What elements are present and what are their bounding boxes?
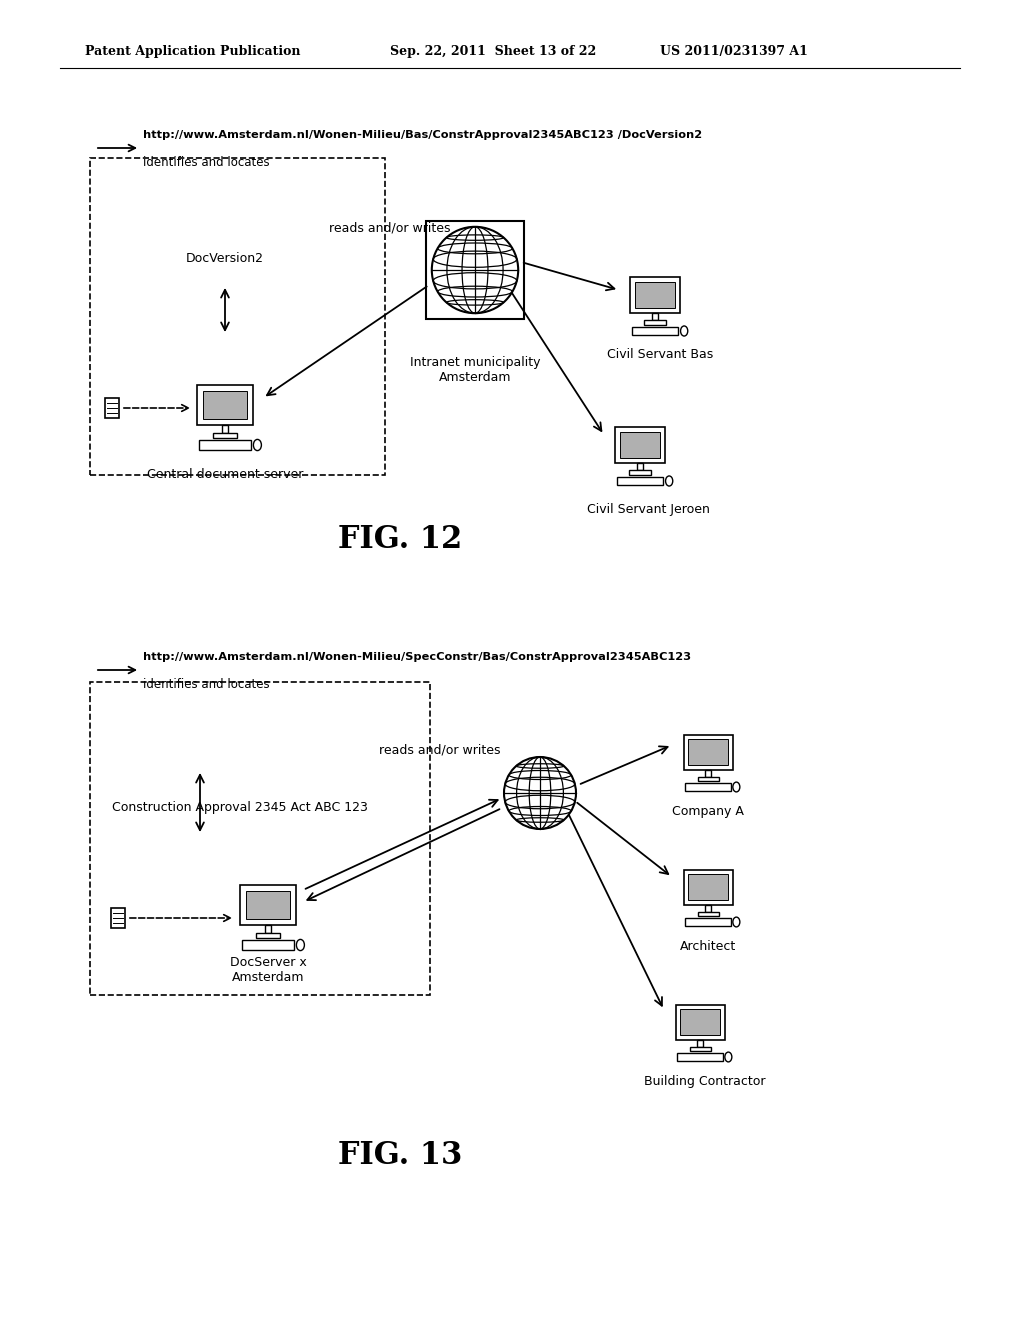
Bar bbox=[90, 158, 385, 475]
Text: reads and/or writes: reads and/or writes bbox=[379, 743, 501, 756]
Ellipse shape bbox=[681, 326, 688, 337]
Ellipse shape bbox=[733, 781, 740, 792]
Bar bbox=[685, 783, 731, 791]
Text: Sep. 22, 2011  Sheet 13 of 22: Sep. 22, 2011 Sheet 13 of 22 bbox=[390, 45, 596, 58]
Bar bbox=[632, 326, 678, 335]
Bar bbox=[688, 739, 728, 764]
Bar bbox=[242, 940, 294, 950]
Text: Building Contractor: Building Contractor bbox=[644, 1076, 766, 1089]
Bar bbox=[652, 313, 657, 321]
Bar bbox=[265, 925, 271, 933]
Text: DocVersion2: DocVersion2 bbox=[186, 252, 264, 264]
Text: http://www.Amsterdam.nl/Wonen-Milieu/SpecConstr/Bas/ConstrApproval2345ABC123: http://www.Amsterdam.nl/Wonen-Milieu/Spe… bbox=[143, 652, 691, 663]
Bar bbox=[697, 776, 719, 780]
Bar bbox=[688, 874, 728, 900]
Text: DocServer x
Amsterdam: DocServer x Amsterdam bbox=[229, 956, 306, 983]
Ellipse shape bbox=[733, 917, 740, 927]
Text: FIG. 12: FIG. 12 bbox=[338, 524, 462, 556]
Bar bbox=[240, 884, 296, 925]
Bar bbox=[677, 1053, 723, 1061]
Ellipse shape bbox=[432, 227, 518, 313]
Bar bbox=[683, 870, 732, 904]
Bar bbox=[620, 432, 660, 458]
Text: Central document server: Central document server bbox=[146, 469, 303, 482]
Ellipse shape bbox=[725, 1052, 732, 1061]
Bar bbox=[246, 891, 291, 920]
Text: Patent Application Publication: Patent Application Publication bbox=[85, 45, 300, 58]
Text: http://www.Amsterdam.nl/Wonen-Milieu/Bas/ConstrApproval2345ABC123 /DocVersion2: http://www.Amsterdam.nl/Wonen-Milieu/Bas… bbox=[143, 129, 702, 140]
Text: reads and/or writes: reads and/or writes bbox=[330, 222, 451, 235]
Text: Architect: Architect bbox=[680, 940, 736, 953]
Bar bbox=[685, 917, 731, 927]
Ellipse shape bbox=[504, 756, 575, 829]
Bar bbox=[256, 933, 280, 937]
Bar bbox=[222, 425, 228, 433]
Text: Construction Approval 2345 Act ABC 123: Construction Approval 2345 Act ABC 123 bbox=[112, 801, 368, 814]
Bar bbox=[111, 908, 125, 928]
Bar bbox=[706, 770, 711, 776]
Bar bbox=[635, 282, 675, 308]
Bar bbox=[629, 470, 651, 474]
Bar bbox=[644, 321, 666, 325]
Bar bbox=[637, 463, 643, 470]
Text: US 2011/0231397 A1: US 2011/0231397 A1 bbox=[660, 45, 808, 58]
Text: FIG. 13: FIG. 13 bbox=[338, 1139, 462, 1171]
Ellipse shape bbox=[296, 940, 304, 950]
Ellipse shape bbox=[666, 477, 673, 486]
Bar bbox=[630, 277, 680, 313]
Bar bbox=[614, 426, 666, 463]
Text: Company A: Company A bbox=[672, 805, 744, 818]
Bar bbox=[706, 904, 711, 912]
Text: Civil Servant Bas: Civil Servant Bas bbox=[607, 348, 713, 362]
Bar bbox=[426, 222, 523, 318]
Bar bbox=[197, 385, 253, 425]
Bar bbox=[676, 1005, 725, 1040]
Text: Intranet municipality
Amsterdam: Intranet municipality Amsterdam bbox=[410, 356, 541, 384]
Ellipse shape bbox=[253, 440, 261, 450]
Text: identifies and locates: identifies and locates bbox=[143, 156, 269, 169]
Bar bbox=[680, 1010, 720, 1035]
Text: identifies and locates: identifies and locates bbox=[143, 678, 269, 690]
Bar bbox=[697, 1040, 702, 1047]
Text: Civil Servant Jeroen: Civil Servant Jeroen bbox=[587, 503, 710, 516]
Bar bbox=[697, 912, 719, 916]
Bar bbox=[683, 734, 732, 770]
Bar bbox=[689, 1047, 711, 1051]
Bar bbox=[199, 440, 251, 450]
Bar bbox=[203, 391, 248, 420]
Bar bbox=[104, 399, 119, 418]
Bar bbox=[616, 477, 664, 486]
Bar bbox=[90, 682, 430, 995]
Bar bbox=[213, 433, 237, 438]
